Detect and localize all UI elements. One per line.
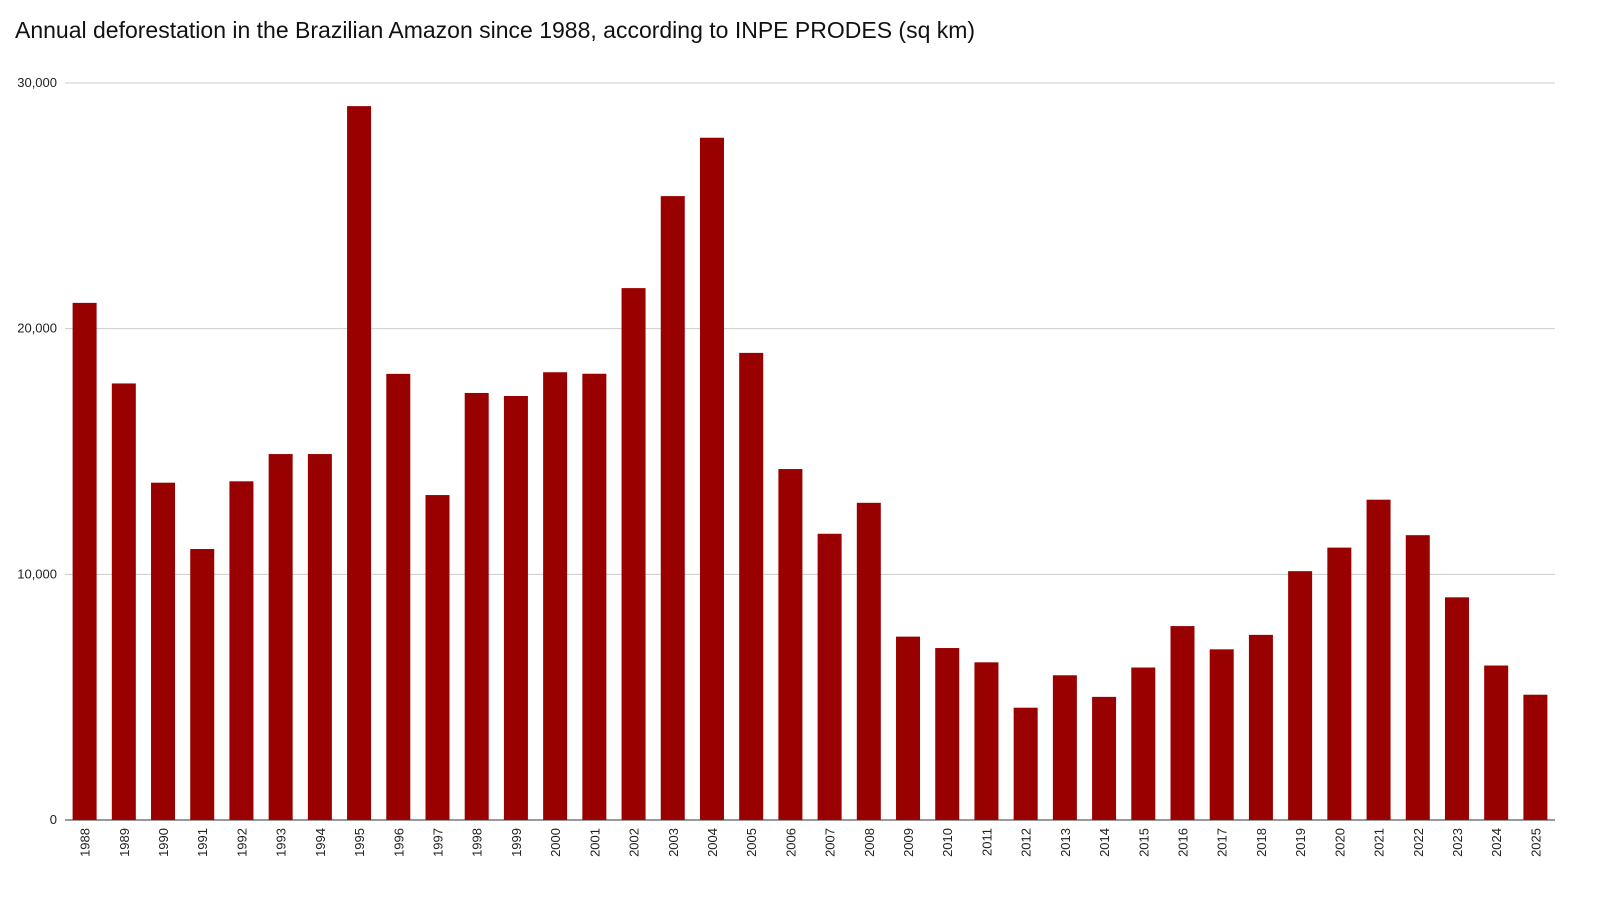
bar-2001 (582, 373, 607, 820)
x-tick-label: 2013 (1058, 828, 1073, 857)
x-tick-label: 2012 (1019, 828, 1034, 857)
bar-2016 (1170, 626, 1195, 820)
x-tick-label: 2003 (666, 828, 681, 857)
bar-1994 (307, 454, 332, 820)
bar-1999 (503, 396, 528, 820)
x-tick-label: 1999 (509, 828, 524, 857)
x-tick-label: 2000 (548, 828, 563, 857)
chart-title: Annual deforestation in the Brazilian Am… (15, 17, 976, 43)
bar-2015 (1131, 667, 1156, 820)
x-tick-label: 2002 (627, 828, 642, 857)
bar-2020 (1327, 547, 1352, 820)
x-tick-label: 2023 (1450, 828, 1465, 857)
bar-2005 (739, 352, 764, 820)
bar-1995 (347, 106, 372, 820)
y-tick-label: 30,000 (17, 75, 57, 90)
x-axis-ticks: 1988 1989 1990 1991 1992 1993 1994 1995 1996 1997… (78, 828, 1544, 857)
x-tick-label: 1998 (470, 828, 485, 857)
x-tick-label: 2024 (1489, 828, 1504, 857)
bar-1989 (111, 383, 136, 820)
bar-2023 (1444, 597, 1469, 820)
bar-2025 (1523, 694, 1548, 820)
bar-2009 (896, 636, 921, 820)
bars (72, 106, 1548, 821)
x-tick-label: 2019 (1293, 828, 1308, 857)
bar-2006 (778, 469, 803, 820)
x-tick-label: 2017 (1215, 828, 1230, 857)
y-tick-label: 20,000 (17, 321, 57, 336)
bar-2022 (1405, 535, 1430, 820)
bar-1992 (229, 481, 254, 820)
x-tick-label: 2009 (901, 828, 916, 857)
x-tick-label: 1991 (195, 828, 210, 857)
bar-1990 (151, 482, 176, 820)
y-axis-ticks: 0 10,000 20,000 30,000 (17, 75, 57, 827)
bar-2024 (1484, 665, 1509, 820)
bar-1993 (268, 454, 293, 820)
bar-2004 (699, 137, 724, 821)
bar-1988 (72, 302, 97, 820)
x-tick-label: 1989 (117, 828, 132, 857)
x-tick-label: 1992 (234, 828, 249, 857)
x-tick-label: 2014 (1097, 828, 1112, 857)
x-tick-label: 1990 (156, 828, 171, 857)
x-tick-label: 2006 (783, 828, 798, 857)
bar-1998 (464, 392, 489, 820)
bar-2019 (1288, 571, 1313, 820)
x-tick-label: 1993 (274, 828, 289, 857)
bar-2010 (935, 648, 960, 820)
bar-2002 (621, 288, 646, 821)
x-tick-label: 2010 (940, 828, 955, 857)
bar-1996 (386, 373, 411, 820)
bar-1991 (190, 549, 215, 820)
x-tick-label: 1996 (391, 828, 406, 857)
x-tick-label: 1997 (431, 828, 446, 857)
y-tick-label: 0 (50, 812, 57, 827)
x-tick-label: 2016 (1176, 828, 1191, 857)
bar-1997 (425, 495, 450, 820)
bar-2021 (1366, 499, 1391, 820)
x-tick-label: 2025 (1528, 828, 1543, 857)
x-tick-label: 2007 (823, 828, 838, 857)
x-tick-label: 2015 (1136, 828, 1151, 857)
x-tick-label: 2011 (979, 828, 994, 856)
x-tick-label: 2008 (862, 828, 877, 857)
bar-2003 (660, 196, 685, 821)
bar-2012 (1013, 707, 1038, 820)
x-tick-label: 2022 (1411, 828, 1426, 857)
x-tick-label: 2001 (587, 828, 602, 857)
bar-2014 (1092, 696, 1117, 820)
y-tick-label: 10,000 (17, 566, 57, 581)
bar-2018 (1248, 634, 1273, 820)
bar-2011 (974, 662, 999, 820)
x-tick-label: 1994 (313, 828, 328, 857)
x-tick-label: 2018 (1254, 828, 1269, 857)
bar-2007 (817, 533, 842, 820)
x-tick-label: 2005 (744, 828, 759, 857)
bar-2008 (856, 502, 881, 820)
x-tick-label: 1988 (78, 828, 93, 857)
x-tick-label: 1995 (352, 828, 367, 857)
x-tick-label: 2020 (1332, 828, 1347, 857)
bar-2017 (1209, 649, 1234, 820)
bar-2000 (543, 372, 568, 820)
x-tick-label: 2004 (705, 828, 720, 857)
bar-2013 (1052, 675, 1077, 820)
x-tick-label: 2021 (1372, 828, 1387, 857)
